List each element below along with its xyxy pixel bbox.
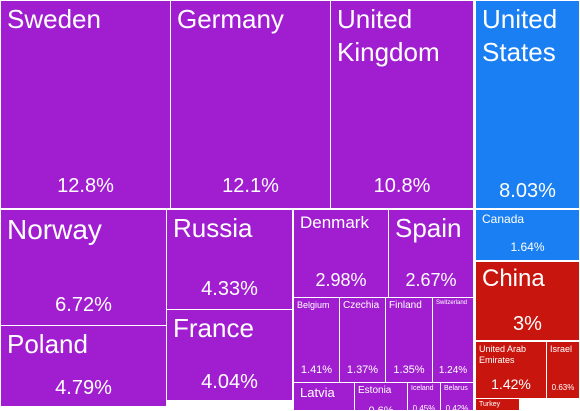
treemap-cell: Estonia 0.6% <box>354 382 408 411</box>
cell-value: 0.42% <box>445 404 469 411</box>
treemap-cell: Belgium 1.41% <box>293 297 340 383</box>
cell-value: 12.8% <box>57 175 114 197</box>
cell-label: Estonia <box>358 385 392 396</box>
cell-value: 1.37% <box>346 364 379 376</box>
cell-value: 4.33% <box>201 278 258 300</box>
treemap-cell: Germany 12.1% <box>170 0 331 209</box>
treemap-cell: United States 8.03% <box>475 0 580 209</box>
cell-label: Spain <box>395 213 462 243</box>
treemap-cell: Latvia <box>293 382 355 411</box>
treemap-cell: Poland 4.79% <box>0 325 167 407</box>
treemap-cell: United Arab Emirates 1.42% <box>475 341 547 399</box>
cell-label: Denmark <box>300 213 369 232</box>
treemap-cell: Switzerland 1.24% <box>432 297 474 383</box>
treemap-cell: Denmark 2.98% <box>293 209 389 298</box>
cell-value: 2.67% <box>405 270 457 290</box>
cell-label: Russia <box>173 213 253 243</box>
cell-label: Switzerland <box>436 300 468 306</box>
cell-value: 1.42% <box>491 376 531 392</box>
cell-label: Belgium <box>297 300 330 310</box>
cell-label: Czechia <box>343 300 380 311</box>
cell-label: France <box>173 313 254 343</box>
treemap-cell: Israel 0.63% <box>546 341 580 399</box>
cell-value: 0.45% <box>412 404 436 411</box>
cell-value: 3% <box>513 313 542 335</box>
cell-value: 6.72% <box>55 294 112 316</box>
treemap-cell: France 4.04% <box>166 309 293 401</box>
cell-label: China <box>482 265 545 292</box>
cell-label: Finland <box>389 300 422 311</box>
cell-label: Israel <box>550 344 573 354</box>
treemap-cell: Finland 1.35% <box>385 297 433 383</box>
cell-value: 4.04% <box>201 371 258 393</box>
cell-value: 2.98% <box>315 270 367 290</box>
treemap-cell: Sweden 12.8% <box>0 0 171 209</box>
cell-value: 0.6% <box>368 405 394 411</box>
treemap-cell: Belarus 0.42% <box>440 382 474 411</box>
cell-label: Turkey <box>479 401 501 408</box>
cell-label: Iceland <box>411 385 434 392</box>
cell-value: 1.64% <box>510 240 545 254</box>
treemap-cell: United Kingdom 10.8% <box>330 0 474 209</box>
treemap-cell: China 3% <box>475 261 580 341</box>
cell-value: 1.41% <box>300 364 333 376</box>
treemap-cell: Norway 6.72% <box>0 209 167 326</box>
cell-label: Sweden <box>7 4 101 34</box>
cell-label: Latvia <box>300 385 335 400</box>
cell-value: 10.8% <box>373 175 431 197</box>
cell-value: 1.24% <box>438 365 468 376</box>
cell-label: Germany <box>177 4 284 34</box>
cell-label: Norway <box>7 214 102 245</box>
cell-value: 12.1% <box>222 175 279 197</box>
cell-label: United Arab Emirates <box>479 344 527 366</box>
treemap-cell: Czechia 1.37% <box>339 297 386 383</box>
cell-label: Belarus <box>444 385 468 392</box>
cell-value: 0.63% <box>551 383 575 392</box>
treemap-cell: Iceland 0.45% <box>407 382 441 411</box>
cell-value: 4.79% <box>55 377 112 399</box>
cell-label: Canada <box>482 212 525 226</box>
treemap-cell: Canada 1.64% <box>475 209 580 261</box>
cell-label: United States <box>482 4 558 67</box>
cell-label: United Kingdom <box>337 4 440 67</box>
treemap-cell: Spain 2.67% <box>388 209 474 298</box>
cell-label: Poland <box>7 329 88 359</box>
cell-value: 8.03% <box>499 180 556 202</box>
cell-value: 1.35% <box>393 364 425 376</box>
treemap-cell: Russia 4.33% <box>166 209 293 310</box>
treemap-cell: Turkey <box>475 398 520 411</box>
